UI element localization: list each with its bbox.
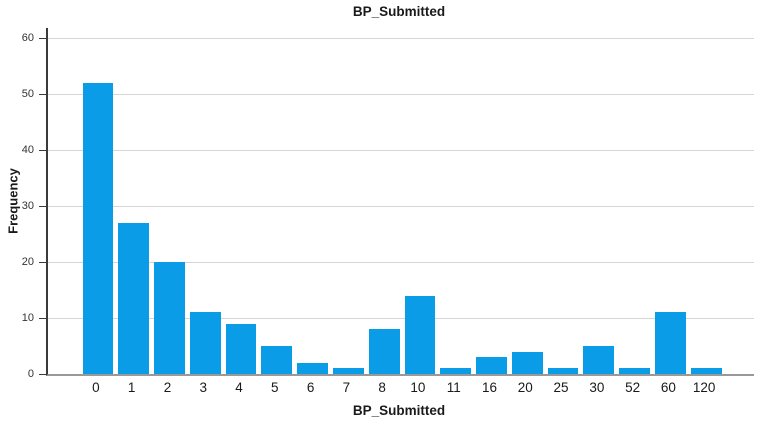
bar-slot-30 bbox=[581, 28, 617, 374]
plot-area: 0 10 20 30 40 50 60 bbox=[22, 28, 754, 380]
x-tick-label-2: 2 bbox=[163, 380, 172, 395]
bar-slot-1 bbox=[116, 28, 152, 374]
bar-slot-7 bbox=[330, 28, 366, 374]
bar-slot-0 bbox=[80, 28, 116, 374]
bar-8 bbox=[368, 329, 400, 374]
gridline-20 bbox=[48, 262, 754, 264]
y-tick-mark-50 bbox=[39, 94, 46, 96]
gridline-40 bbox=[48, 150, 754, 152]
bar-0 bbox=[82, 82, 114, 374]
bar-60 bbox=[655, 312, 686, 374]
gridline-10 bbox=[48, 318, 754, 319]
bar-slot-60 bbox=[653, 28, 689, 374]
x-tick-label-52: 52 bbox=[625, 380, 641, 395]
bar-slot-8 bbox=[366, 28, 402, 374]
chart-title: BP_Submitted bbox=[352, 4, 446, 19]
bar-slot-4 bbox=[223, 28, 259, 374]
bar-120 bbox=[690, 368, 722, 374]
x-axis-tick-labels: 0 1 2 3 4 5 6 7 8 10 11 16 20 25 30 52 60 120 bbox=[46, 380, 752, 395]
y-tick-label-40: 40 bbox=[21, 144, 34, 157]
bar-slot-20 bbox=[509, 28, 545, 374]
bar-7 bbox=[332, 368, 364, 374]
x-tick-label-16: 16 bbox=[481, 380, 497, 395]
x-tick-label-6: 6 bbox=[306, 380, 315, 395]
bar-6 bbox=[297, 362, 328, 374]
x-tick-label-25: 25 bbox=[553, 380, 569, 395]
x-tick-label-10: 10 bbox=[410, 380, 426, 395]
x-tick-label-11: 11 bbox=[446, 380, 461, 395]
x-tick-label-3: 3 bbox=[199, 380, 207, 395]
bar-slot-25 bbox=[545, 28, 581, 374]
bar-11 bbox=[440, 368, 472, 374]
x-tick-label-5: 5 bbox=[271, 380, 279, 395]
x-tick-label-8: 8 bbox=[378, 380, 386, 395]
y-tick-mark-40 bbox=[39, 150, 46, 152]
y-tick-label-20: 20 bbox=[21, 256, 34, 269]
gridline-50 bbox=[48, 94, 754, 96]
x-tick-label-7: 7 bbox=[342, 380, 351, 395]
y-tick-mark-20 bbox=[39, 262, 46, 264]
bar-slot-11 bbox=[438, 28, 474, 374]
bar-30 bbox=[583, 346, 615, 374]
bar-16 bbox=[476, 357, 507, 374]
y-tick-mark-30 bbox=[39, 206, 46, 208]
bar-5 bbox=[261, 346, 293, 374]
x-tick-label-1: 1 bbox=[127, 380, 136, 395]
bar-3 bbox=[189, 312, 221, 374]
gridline-30 bbox=[48, 206, 754, 208]
bar-slot-120 bbox=[688, 28, 724, 374]
bar-slot-6 bbox=[295, 28, 331, 374]
x-tick-label-120: 120 bbox=[692, 380, 716, 395]
bar-4 bbox=[225, 323, 257, 374]
bar-slot-5 bbox=[259, 28, 295, 374]
x-tick-label-60: 60 bbox=[660, 380, 676, 395]
y-tick-label-0: 0 bbox=[27, 368, 34, 380]
gridline-60 bbox=[48, 38, 754, 40]
bar-slot-3 bbox=[187, 28, 223, 374]
bar-slot-52 bbox=[617, 28, 653, 374]
x-tick-label-20: 20 bbox=[517, 380, 533, 395]
x-tick-label-30: 30 bbox=[589, 380, 605, 395]
y-tick-label-50: 50 bbox=[21, 88, 34, 101]
bar-slot-10 bbox=[402, 28, 438, 374]
y-tick-mark-10 bbox=[39, 318, 46, 319]
bar-slot-2 bbox=[152, 28, 188, 374]
bar-10 bbox=[404, 295, 436, 374]
y-tick-label-30: 30 bbox=[21, 200, 34, 213]
x-axis-title: BP_Submitted bbox=[352, 403, 446, 418]
x-tick-label-4: 4 bbox=[235, 380, 243, 395]
y-tick-label-10: 10 bbox=[21, 312, 34, 324]
y-tick-label-60: 60 bbox=[21, 32, 34, 45]
bar-slot-16 bbox=[474, 28, 510, 374]
bar-1 bbox=[118, 222, 150, 374]
bar-20 bbox=[511, 351, 543, 374]
y-tick-mark-0 bbox=[39, 374, 46, 375]
x-tick-label-0: 0 bbox=[92, 380, 100, 395]
bar-52 bbox=[619, 368, 650, 374]
bar-2 bbox=[154, 262, 185, 374]
bars-layer bbox=[48, 28, 754, 374]
y-tick-mark-60 bbox=[39, 38, 46, 40]
bar-25 bbox=[547, 368, 579, 374]
